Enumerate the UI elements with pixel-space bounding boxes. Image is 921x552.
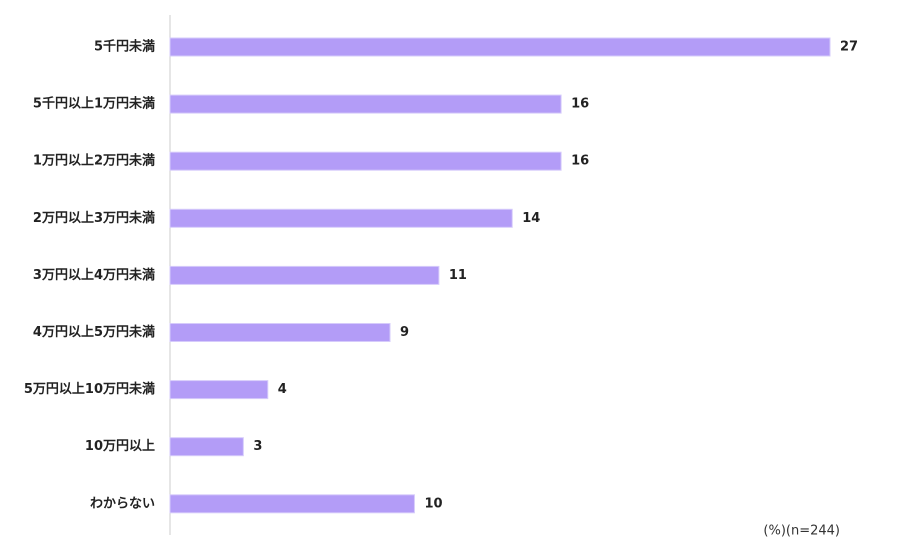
category-label: 4万円以上5万円未満 <box>33 324 155 340</box>
bar <box>169 380 269 400</box>
category-label: 5千円未満 <box>94 39 155 55</box>
bar <box>169 437 244 457</box>
value-label: 4 <box>278 382 287 397</box>
value-label: 10 <box>424 496 442 511</box>
category-label: 2万円以上3万円未満 <box>33 210 155 226</box>
bar <box>169 151 562 171</box>
value-label: 16 <box>571 154 589 169</box>
note: (%)(n=244) <box>763 524 840 539</box>
bar <box>169 37 831 57</box>
bar <box>169 323 391 342</box>
bar <box>169 265 440 285</box>
value-label: 16 <box>571 97 589 112</box>
bar <box>169 208 513 228</box>
category-label: 5千円以上1万円未満 <box>33 96 155 112</box>
value-label: 27 <box>840 40 858 55</box>
value-label: 14 <box>522 211 540 226</box>
category-label: わからない <box>90 496 155 511</box>
bar <box>169 94 562 114</box>
category-label: 3万円以上4万円未満 <box>33 267 155 283</box>
category-label: 10万円以上 <box>85 439 155 454</box>
value-label: 9 <box>400 325 409 340</box>
value-label: 11 <box>449 268 467 283</box>
category-label: 1万円以上2万円未満 <box>33 153 155 169</box>
value-label: 3 <box>253 439 262 454</box>
category-label: 5万円以上10万円未満 <box>24 381 155 397</box>
bar <box>169 494 415 514</box>
